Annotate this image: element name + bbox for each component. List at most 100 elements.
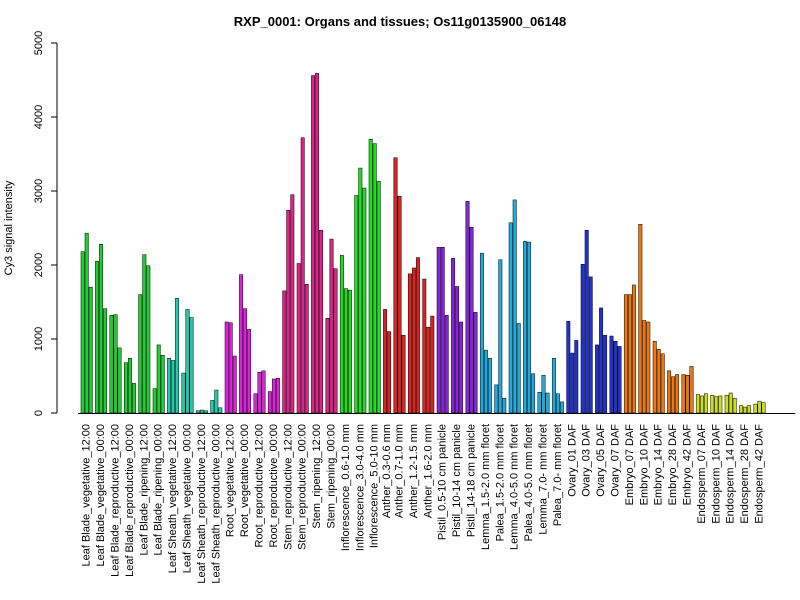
bar: [224, 321, 229, 414]
bar: [656, 349, 661, 414]
bar: [99, 244, 104, 414]
bar: [343, 288, 348, 414]
bar: [671, 376, 676, 414]
bar: [243, 308, 248, 414]
bar: [681, 374, 686, 414]
bar: [555, 393, 560, 414]
bar: [508, 222, 513, 414]
bar: [199, 409, 204, 414]
bar: [80, 251, 85, 414]
y-tick-label: 0: [33, 410, 45, 416]
bar: [347, 289, 352, 414]
bar: [617, 346, 622, 414]
x-tick-label: Root_reproductive_12:00: [254, 424, 266, 548]
bar: [109, 315, 114, 414]
bar: [127, 357, 132, 414]
bar: [218, 407, 223, 414]
bar: [502, 397, 507, 414]
bar: [290, 194, 295, 414]
bar: [487, 357, 492, 414]
bar: [728, 392, 733, 414]
bar: [160, 355, 165, 414]
bar: [494, 384, 499, 414]
bar: [387, 331, 392, 414]
bar: [699, 395, 704, 414]
bar: [325, 318, 330, 414]
bar: [214, 389, 219, 414]
bar: [372, 143, 377, 414]
bar: [652, 340, 657, 414]
x-tick-label: Lemma_7.0- mm floret: [538, 424, 550, 535]
bar: [646, 321, 651, 414]
bar: [422, 278, 427, 414]
bar: [304, 283, 309, 414]
bar: [695, 394, 700, 414]
x-tick-label: Root_reproductive_00:00: [268, 424, 280, 548]
bar: [714, 396, 719, 414]
y-tick-label: 3000: [33, 179, 45, 203]
x-tick-label: Pistil_10-14 cm panicle: [451, 424, 463, 537]
bar: [228, 322, 233, 414]
bar: [436, 246, 441, 414]
x-tick-label: Stem_ripening_12:00: [311, 424, 323, 529]
x-tick-label: Embryo_28 DAF: [667, 424, 679, 506]
bar: [566, 320, 571, 414]
bar: [300, 137, 305, 414]
x-tick-label: Inflorescence_3.0-4.0 mm: [354, 424, 366, 551]
x-tick-label: Leaf Blade_ripening_12:00: [138, 424, 150, 556]
y-tick-label: 4000: [33, 105, 45, 129]
bar: [239, 274, 244, 414]
x-tick-label: Ovary_03 DAF: [581, 424, 593, 497]
bar: [333, 268, 338, 414]
bar: [440, 246, 445, 414]
x-tick-label: Anther_1.6-2.0 mm: [422, 424, 434, 518]
x-tick-label: Stem_reproductive_12:00: [282, 424, 294, 550]
bar: [527, 241, 532, 414]
bar: [627, 294, 632, 414]
bar: [747, 405, 752, 414]
x-tick-label: Leaf Sheath_vegetative_00:00: [182, 424, 194, 573]
bar: [595, 344, 600, 414]
bar: [580, 264, 585, 414]
bar: [146, 265, 151, 414]
bar: [609, 335, 614, 414]
bar: [710, 394, 715, 414]
y-axis: 0 1000 2000 3000 4000 5000: [33, 31, 58, 416]
x-tick-label: Leaf Sheath_reproductive_00:00: [210, 424, 222, 584]
bar: [523, 241, 528, 414]
bar: [588, 276, 593, 414]
x-tick-label: Endosperm_14 DAF: [725, 424, 737, 524]
bar: [95, 261, 100, 414]
bar: [282, 290, 287, 414]
bar: [537, 392, 542, 414]
bar: [142, 254, 147, 414]
bar: [267, 391, 272, 414]
x-tick-label: Endosperm_07 DAF: [696, 424, 708, 524]
bar: [451, 258, 456, 414]
bar: [675, 374, 680, 414]
x-tick-label: Anther_0.7-1.0 mm: [394, 424, 406, 518]
bar: [156, 344, 161, 414]
bar: [247, 329, 252, 414]
bar: [545, 392, 550, 414]
bar: [113, 314, 118, 414]
bar: [103, 308, 108, 414]
bar: [152, 388, 157, 414]
bar: [167, 357, 172, 414]
bar: [479, 252, 484, 414]
bar: [358, 167, 363, 414]
x-tick-label: Ovary_01 DAF: [566, 424, 578, 497]
bar: [171, 360, 176, 414]
bar: [185, 309, 190, 414]
bar: [354, 195, 359, 414]
bar: [570, 352, 575, 414]
bar: [599, 307, 604, 414]
bar: [761, 402, 766, 414]
y-tick-label: 5000: [33, 31, 45, 55]
bar: [203, 410, 208, 414]
x-tick-label: Inflorescence_5.0-10 mm: [369, 424, 381, 548]
bar: [401, 335, 406, 414]
x-tick-label: Palea_4.0-5.0 mm floret: [523, 424, 535, 541]
bar: [623, 294, 628, 414]
